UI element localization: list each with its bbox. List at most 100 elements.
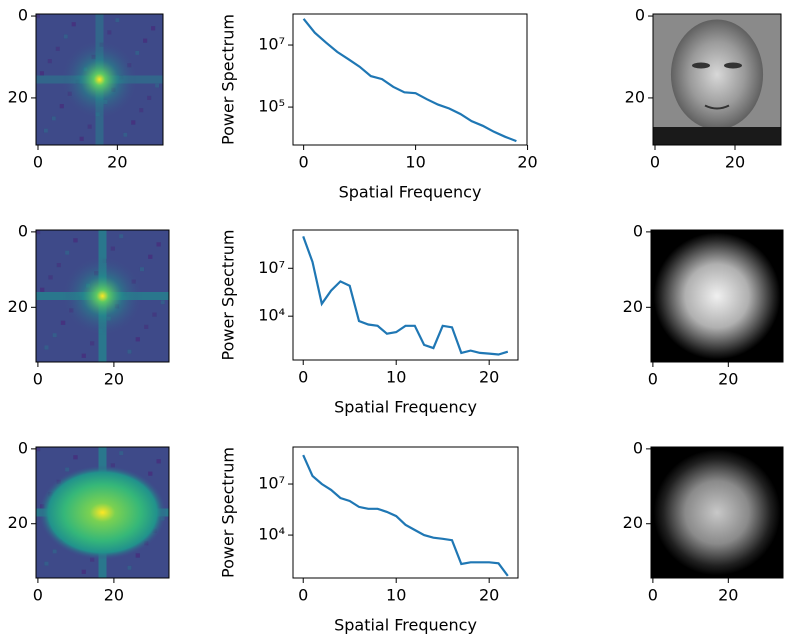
y-tick-label: 10⁴ bbox=[258, 306, 285, 325]
heatmap-noise bbox=[48, 275, 53, 280]
axes-frame bbox=[35, 229, 170, 363]
heatmap-noise bbox=[148, 254, 153, 259]
y-tick-label: 20 bbox=[623, 297, 643, 316]
line bbox=[302, 18, 517, 143]
image-shoulders bbox=[653, 127, 781, 145]
heatmap-noise bbox=[131, 120, 136, 125]
heatmap-noise bbox=[90, 341, 95, 346]
heatmap-noise bbox=[135, 553, 140, 558]
line bbox=[302, 236, 509, 356]
axes-frame bbox=[650, 446, 784, 579]
heatmap-glow bbox=[62, 256, 143, 336]
heatmap-noise bbox=[36, 14, 40, 19]
heatmap-noise bbox=[73, 238, 78, 243]
heatmap-noise bbox=[143, 38, 148, 43]
heatmap-noise bbox=[155, 83, 160, 88]
heatmap-noise bbox=[51, 116, 56, 121]
heatmap-noise bbox=[110, 246, 115, 251]
x-tick-label: 20 bbox=[107, 153, 127, 172]
heatmap-noise bbox=[40, 287, 45, 292]
x-axis-label: Spatial Frequency bbox=[334, 616, 477, 635]
y-axis-label: Power Spectrum bbox=[219, 230, 238, 361]
heatmap-noise bbox=[36, 230, 41, 235]
x-axis-label: Spatial Frequency bbox=[339, 183, 482, 202]
y-tick-label: 0 bbox=[18, 6, 28, 25]
heatmap-noise bbox=[115, 18, 120, 23]
heatmap-noise bbox=[139, 108, 144, 113]
y-tick-label: 10⁷ bbox=[258, 258, 285, 277]
heatmap-noise bbox=[59, 104, 64, 109]
heatmap-noise bbox=[160, 300, 165, 305]
heatmap-noise bbox=[52, 333, 57, 338]
y-tick-label: 20 bbox=[625, 87, 645, 106]
image-blur bbox=[653, 449, 781, 576]
heatmap-noise bbox=[52, 549, 57, 554]
x-tick-label: 0 bbox=[33, 370, 43, 389]
line bbox=[302, 454, 509, 577]
heatmap-noise bbox=[119, 234, 124, 239]
heatmap-noise bbox=[148, 471, 153, 476]
heatmap-noise bbox=[147, 95, 152, 100]
x-tick-label: 20 bbox=[479, 586, 499, 605]
heatmap-noise bbox=[135, 50, 140, 55]
axes-frame bbox=[35, 13, 164, 146]
x-tick-label: 20 bbox=[517, 153, 537, 172]
heatmap-noise bbox=[135, 337, 140, 342]
heatmap-noise bbox=[119, 451, 124, 456]
image-eye bbox=[724, 62, 742, 69]
heatmap-noise bbox=[110, 463, 115, 468]
y-tick-label: 20 bbox=[8, 297, 28, 316]
heatmap-noise bbox=[139, 267, 145, 272]
heatmap-noise bbox=[152, 312, 157, 317]
x-tick-label: 20 bbox=[104, 370, 124, 389]
image-mouth bbox=[704, 104, 730, 110]
heatmap-noise bbox=[44, 345, 49, 350]
heatmap-noise bbox=[87, 124, 92, 129]
heatmap-noise bbox=[144, 324, 149, 329]
heatmap-noise bbox=[79, 136, 84, 141]
x-tick-label: 20 bbox=[718, 370, 738, 389]
heatmap-noise bbox=[39, 71, 44, 76]
x-tick-label: 10 bbox=[386, 368, 406, 387]
heatmap-noise bbox=[56, 263, 61, 268]
image-face bbox=[670, 19, 764, 130]
y-tick-label: 10⁷ bbox=[258, 474, 285, 493]
x-axis-label: Spatial Frequency bbox=[334, 398, 477, 417]
heatmap-glow bbox=[38, 465, 167, 560]
image-blur bbox=[653, 232, 781, 360]
y-tick-label: 0 bbox=[18, 221, 28, 240]
x-tick-label: 0 bbox=[650, 153, 660, 172]
heatmap-noise bbox=[127, 349, 132, 354]
x-tick-label: 20 bbox=[479, 368, 499, 387]
y-tick-label: 20 bbox=[8, 513, 28, 532]
x-tick-label: 20 bbox=[104, 586, 124, 605]
y-tick-label: 10⁵ bbox=[258, 97, 285, 116]
x-tick-label: 20 bbox=[718, 586, 738, 605]
x-tick-label: 0 bbox=[648, 370, 658, 389]
heatmap-noise bbox=[156, 459, 161, 464]
heatmap-noise bbox=[81, 569, 86, 574]
y-tick-label: 0 bbox=[633, 221, 643, 240]
y-tick-label: 20 bbox=[623, 513, 643, 532]
x-tick-label: 0 bbox=[298, 368, 308, 387]
x-tick-label: 0 bbox=[648, 586, 658, 605]
image-eye bbox=[692, 62, 710, 69]
heatmap-noise bbox=[73, 455, 78, 460]
y-axis-label: Power Spectrum bbox=[219, 14, 238, 145]
heatmap-noise bbox=[156, 242, 161, 247]
y-tick-label: 0 bbox=[18, 438, 28, 457]
heatmap-noise bbox=[90, 557, 95, 562]
axes-frame bbox=[292, 446, 519, 579]
heatmap-noise bbox=[71, 22, 76, 27]
heatmap-noise bbox=[63, 34, 68, 39]
y-tick-label: 0 bbox=[635, 6, 645, 25]
heatmap-noise bbox=[127, 565, 132, 570]
heatmap-noise bbox=[60, 320, 66, 325]
heatmap-noise bbox=[81, 353, 86, 358]
heatmap-noise bbox=[36, 447, 41, 452]
x-tick-label: 20 bbox=[725, 153, 745, 172]
heatmap-noise bbox=[44, 561, 49, 566]
y-tick-label: 10⁷ bbox=[258, 35, 285, 54]
axes-frame bbox=[35, 446, 170, 579]
